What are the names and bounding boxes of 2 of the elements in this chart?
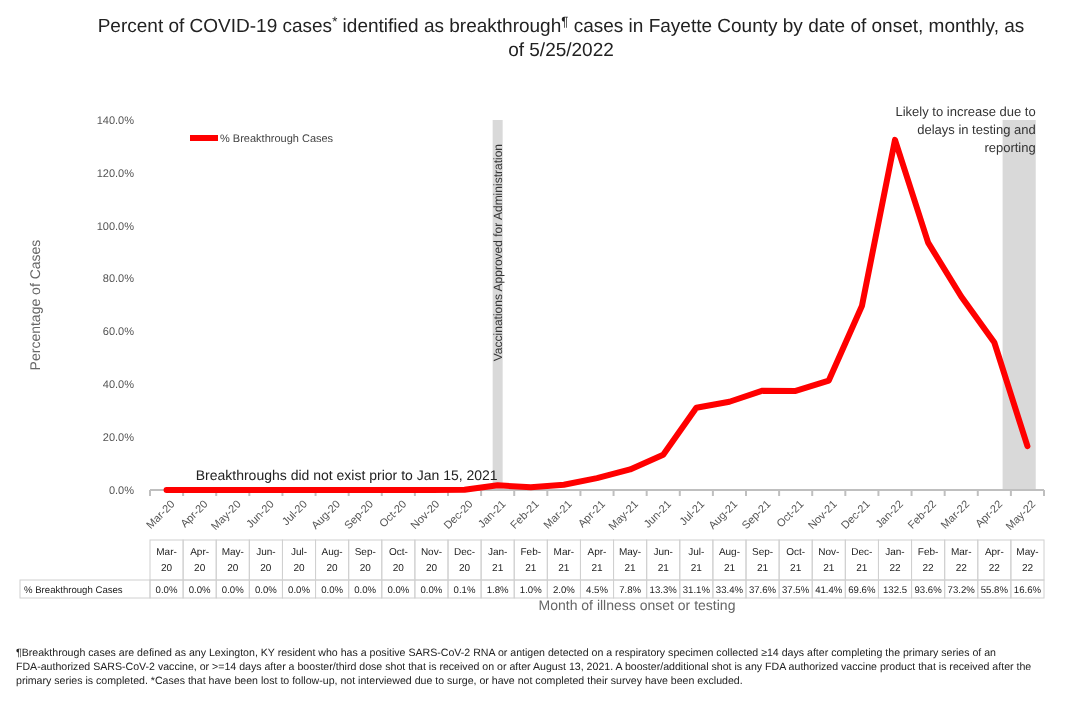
chart-title: Percent of COVID-19 cases$^{*}$ identified as breakthrough$^{¶}$ cases in Fayette County by date of onset, monthly, as of 5/25/2022 xyxy=(97,15,1025,62)
line-series xyxy=(163,136,1031,493)
